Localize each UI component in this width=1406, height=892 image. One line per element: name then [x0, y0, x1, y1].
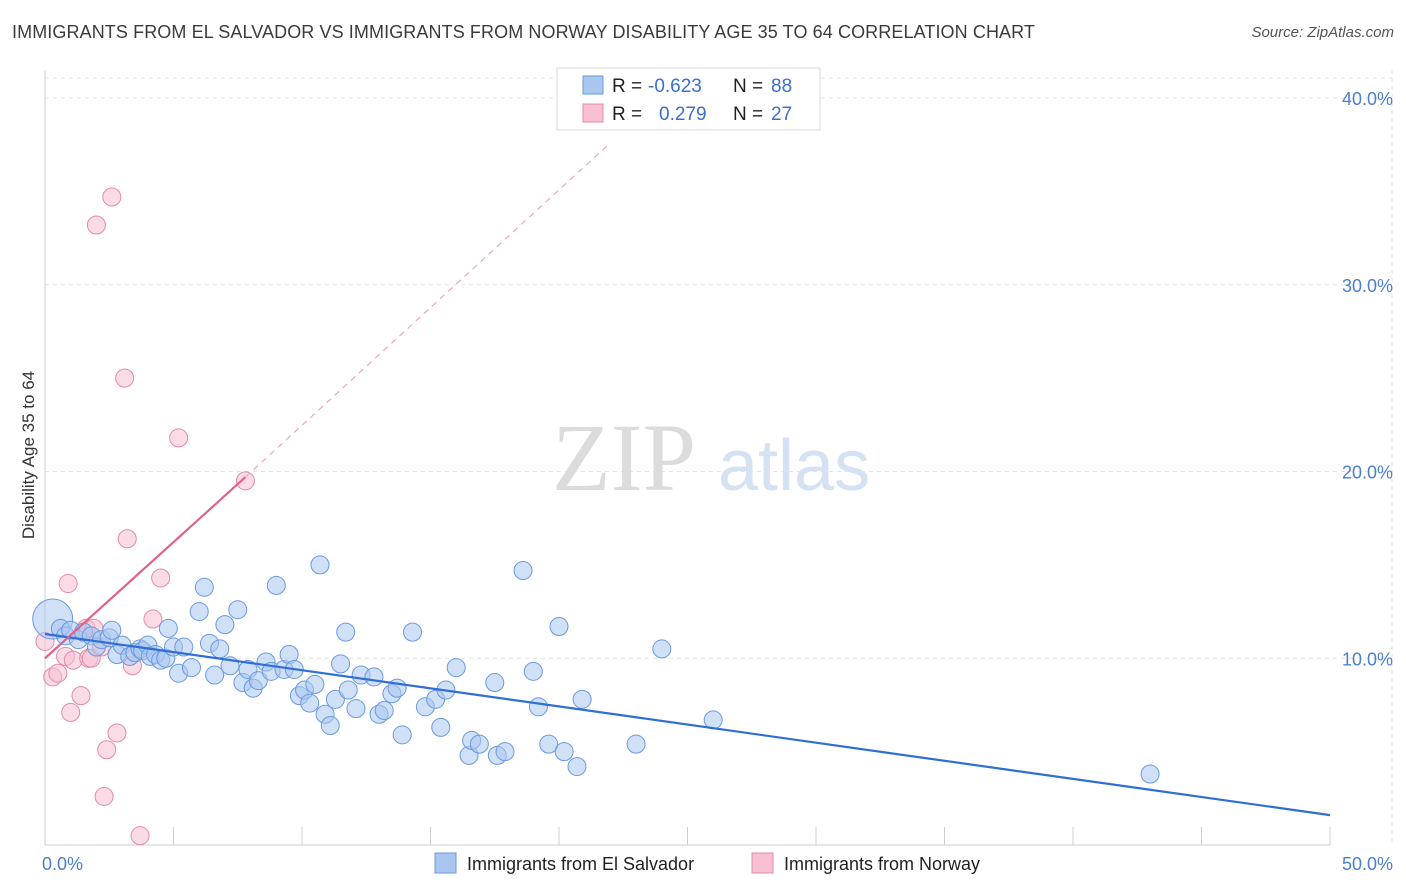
watermark-atlas: atlas — [718, 426, 870, 506]
chart-title: IMMIGRANTS FROM EL SALVADOR VS IMMIGRANT… — [12, 22, 1036, 42]
stats-legend: R = -0.623 N = 88 R = 0.279 N = 27 — [556, 67, 821, 131]
el-salvador-point-85 — [652, 639, 672, 659]
x-tick-label-1: 50.0% — [1342, 854, 1393, 874]
el-salvador-point-72 — [469, 734, 489, 754]
trend-lines — [44, 142, 1331, 817]
trend-line-norway — [44, 476, 247, 660]
norway-point-18 — [115, 368, 135, 388]
el-salvador-point-77 — [523, 661, 543, 681]
el-salvador-point-55 — [338, 680, 358, 700]
el-salvador-point-64 — [403, 622, 423, 642]
el-salvador-point-63 — [392, 725, 412, 745]
el-salvador-point-51 — [320, 715, 340, 735]
norway-point-15 — [97, 740, 117, 760]
el-salvador-point-81 — [554, 742, 574, 762]
x-tick-labels: 0.0% 50.0% — [42, 854, 1393, 874]
el-salvador-point-78 — [528, 697, 548, 717]
bottom-legend-swatch-pink — [751, 852, 774, 874]
el-salvador-point-83 — [572, 689, 592, 709]
el-salvador-point-67 — [431, 717, 451, 737]
legend-r-label-pink: R = — [612, 104, 642, 125]
el-salvador-point-82 — [567, 757, 587, 777]
norway-point-16 — [102, 187, 122, 207]
y-axis-label: Disability Age 35 to 64 — [19, 371, 38, 539]
legend-r-label-blue: R = — [612, 76, 642, 97]
x-tick-label-0: 0.0% — [42, 854, 83, 874]
el-salvador-point-69 — [446, 658, 466, 678]
watermark: ZIP atlas — [552, 404, 870, 511]
norway-point-17 — [107, 723, 127, 743]
legend-swatch-blue — [582, 75, 604, 95]
bottom-legend-swatch-blue — [434, 852, 457, 874]
series-el-salvador-points — [32, 555, 1160, 784]
el-salvador-point-75 — [495, 742, 515, 762]
el-salvador-point-49 — [310, 555, 330, 575]
source-credit: Source: ZipAtlas.com — [1251, 24, 1394, 41]
norway-point-21 — [130, 826, 150, 846]
trend-line-norway-extension — [245, 142, 611, 478]
el-salvador-point-41 — [266, 575, 286, 595]
el-salvador-point-34 — [228, 600, 248, 620]
y-tick-label-1: 20.0% — [1342, 463, 1393, 483]
norway-point-24 — [169, 428, 189, 448]
el-salvador-point-53 — [331, 654, 351, 674]
legend-r-value-blue: -0.623 — [648, 76, 702, 97]
norway-point-7 — [71, 686, 91, 706]
el-salvador-point-52 — [325, 689, 345, 709]
el-salvador-point-73 — [485, 673, 505, 693]
el-salvador-point-28 — [194, 577, 214, 597]
y-tick-labels: 10.0% 20.0% 30.0% 40.0% — [1342, 89, 1393, 669]
legend-r-value-pink: 0.279 — [659, 104, 707, 125]
el-salvador-point-60 — [374, 701, 394, 721]
axes — [44, 70, 1331, 846]
norway-point-25 — [235, 471, 255, 491]
norway-point-2 — [48, 663, 68, 683]
el-salvador-point-87 — [1140, 764, 1160, 784]
y-tick-label-0: 10.0% — [1342, 649, 1393, 669]
y-tick-label-3: 40.0% — [1342, 89, 1393, 109]
el-salvador-point-31 — [210, 639, 230, 659]
norway-point-14 — [94, 786, 114, 806]
el-salvador-point-84 — [626, 734, 646, 754]
norway-point-5 — [61, 702, 81, 722]
el-salvador-point-80 — [549, 617, 569, 637]
norway-point-19 — [117, 529, 137, 549]
el-salvador-point-56 — [346, 699, 366, 719]
gridlines — [45, 70, 1393, 845]
el-salvador-point-27 — [189, 602, 209, 622]
el-salvador-point-30 — [205, 665, 225, 685]
el-salvador-point-54 — [336, 622, 356, 642]
y-tick-label-2: 30.0% — [1342, 276, 1393, 296]
el-salvador-point-58 — [364, 667, 384, 687]
el-salvador-point-25 — [174, 637, 194, 657]
bottom-legend-label-el-salvador: Immigrants from El Salvador — [467, 854, 694, 874]
el-salvador-point-76 — [513, 560, 533, 580]
legend-n-value-pink: 27 — [771, 104, 792, 125]
legend-n-label-blue: N = — [733, 76, 763, 97]
el-salvador-point-26 — [181, 658, 201, 678]
bottom-legend: Immigrants from El Salvador Immigrants f… — [434, 852, 980, 874]
legend-n-value-blue: 88 — [771, 76, 792, 97]
norway-point-23 — [151, 568, 171, 588]
legend-swatch-pink — [582, 103, 604, 123]
norway-point-4 — [58, 574, 78, 594]
norway-point-22 — [143, 609, 163, 629]
trend-line-el-salvador — [44, 632, 1331, 817]
el-salvador-point-10 — [102, 620, 122, 640]
watermark-zip: ZIP — [552, 404, 696, 511]
el-salvador-point-47 — [300, 693, 320, 713]
el-salvador-point-32 — [215, 615, 235, 635]
legend-n-label-pink: N = — [733, 104, 763, 125]
norway-point-13 — [86, 215, 106, 235]
el-salvador-point-22 — [158, 618, 178, 638]
el-salvador-point-48 — [305, 674, 325, 694]
bottom-legend-label-norway: Immigrants from Norway — [784, 854, 980, 874]
el-salvador-point-79 — [539, 734, 559, 754]
series-norway-points — [35, 187, 255, 846]
el-salvador-point-38 — [248, 671, 268, 691]
